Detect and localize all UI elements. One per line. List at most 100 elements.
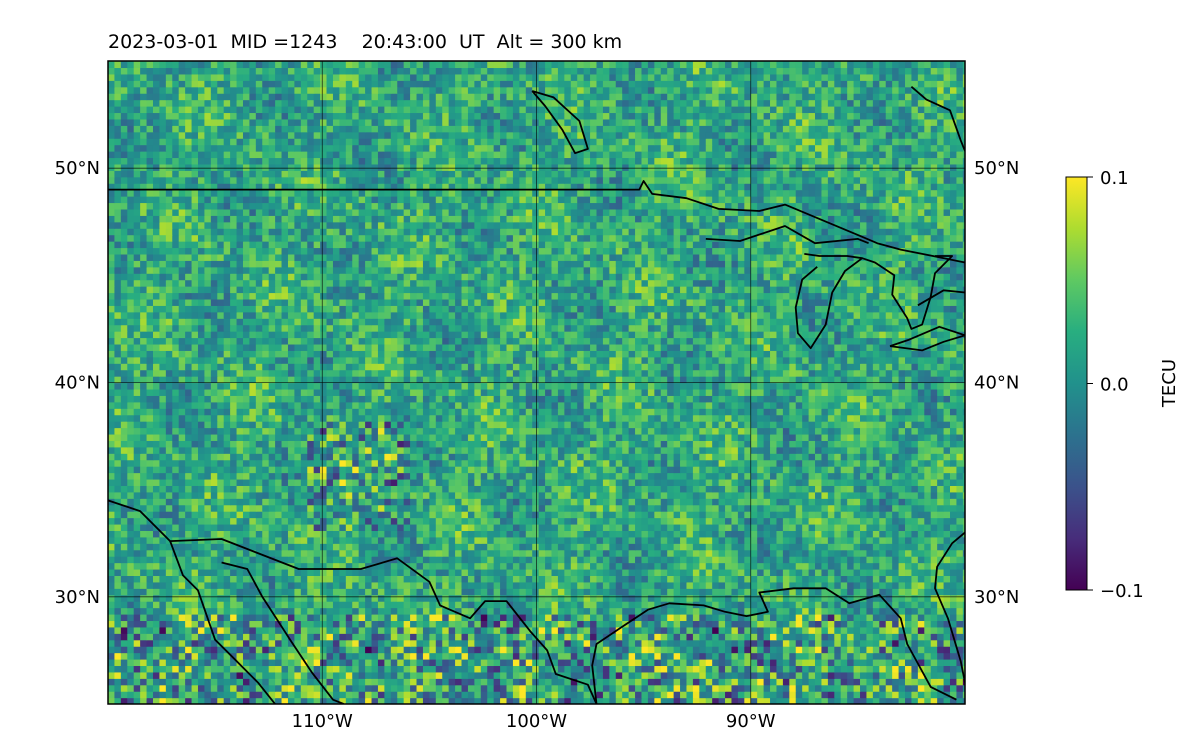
heatmap-cell — [294, 478, 302, 486]
heatmap-cell — [480, 530, 488, 538]
heatmap-cell — [172, 658, 180, 667]
heatmap-cell — [821, 536, 829, 544]
heatmap-cell — [885, 543, 893, 551]
heatmap-cell — [506, 594, 514, 602]
heatmap-cell — [114, 633, 122, 641]
heatmap-cell — [596, 498, 604, 506]
heatmap-cell — [673, 511, 681, 519]
heatmap-cell — [789, 658, 797, 667]
heatmap-cell — [230, 568, 238, 576]
heatmap-cell — [185, 568, 193, 576]
heatmap-cell — [911, 626, 919, 634]
heatmap-cell — [551, 633, 559, 641]
heatmap-cell — [326, 671, 334, 679]
heatmap-cell — [789, 536, 797, 544]
heatmap-cell — [108, 658, 116, 667]
heatmap-cell — [410, 633, 418, 641]
heatmap-cell — [962, 646, 965, 654]
heatmap-cell — [847, 678, 855, 686]
heatmap-cell — [692, 607, 700, 615]
heatmap-cell — [622, 543, 630, 551]
heatmap-cell — [152, 678, 161, 686]
heatmap-cell — [647, 530, 655, 538]
heatmap-cell — [294, 588, 302, 596]
heatmap-cell — [217, 530, 225, 538]
heatmap-cell — [204, 543, 212, 551]
heatmap-cell — [898, 652, 906, 660]
heatmap-cell — [667, 485, 675, 493]
heatmap-cell — [435, 639, 443, 647]
heatmap-cell — [538, 581, 546, 589]
heatmap-cell — [577, 498, 585, 506]
heatmap-cell — [557, 536, 565, 544]
heatmap-cell — [249, 620, 257, 628]
heatmap-cell — [885, 466, 893, 474]
heatmap-cell — [294, 459, 302, 467]
heatmap-cell — [898, 549, 906, 557]
heatmap-cell — [962, 466, 965, 474]
heatmap-cell — [352, 581, 360, 589]
heatmap-cell — [917, 472, 925, 480]
heatmap-cell — [590, 697, 598, 704]
heatmap-cell — [512, 684, 520, 692]
heatmap-cell — [403, 665, 411, 673]
heatmap-cell — [885, 568, 893, 576]
heatmap-cell — [905, 626, 913, 634]
heatmap-cell — [557, 511, 565, 519]
heatmap-cell — [718, 498, 726, 506]
heatmap-cell — [879, 562, 887, 570]
heatmap-cell — [455, 652, 463, 660]
heatmap-cell — [905, 684, 913, 692]
heatmap-cell — [962, 658, 965, 667]
heatmap-cell — [647, 697, 655, 704]
heatmap-cell — [480, 466, 488, 474]
heatmap-cell — [230, 646, 238, 654]
heatmap-cell — [834, 478, 842, 486]
heatmap-cell — [802, 613, 810, 622]
heatmap-cell — [448, 562, 456, 570]
heatmap-cell — [358, 485, 366, 493]
heatmap-cell — [281, 594, 289, 602]
heatmap-cell — [320, 613, 328, 622]
heatmap-cell — [455, 498, 463, 506]
heatmap-cell — [892, 646, 900, 654]
heatmap-cell — [178, 523, 186, 531]
heatmap-cell — [397, 466, 405, 474]
heatmap-cell — [609, 556, 617, 564]
heatmap-cell — [705, 613, 713, 622]
heatmap-cell — [287, 671, 295, 679]
heatmap-cell — [191, 491, 199, 499]
heatmap-cell — [255, 626, 263, 634]
heatmap-cell — [249, 511, 257, 519]
heatmap-cell — [390, 594, 398, 602]
heatmap-cell — [397, 543, 405, 551]
heatmap-cell — [236, 523, 244, 531]
heatmap-cell — [294, 658, 302, 667]
heatmap-cell — [429, 633, 437, 641]
heatmap-cell — [673, 478, 681, 486]
heatmap-cell — [532, 691, 540, 699]
heatmap-cell — [770, 665, 778, 673]
heatmap-cell — [262, 491, 270, 499]
heatmap-cell — [377, 671, 385, 679]
heatmap-cell — [352, 594, 360, 602]
heatmap-cell — [320, 658, 328, 667]
heatmap-cell — [197, 530, 206, 538]
heatmap-cell — [686, 556, 694, 564]
heatmap-cell — [840, 543, 848, 551]
heatmap-cell — [197, 671, 206, 679]
heatmap-cell — [815, 517, 823, 525]
heatmap-cell — [911, 639, 919, 647]
heatmap-cell — [358, 594, 366, 602]
heatmap-cell — [879, 498, 887, 506]
heatmap-cell — [930, 575, 938, 583]
heatmap-cell — [377, 620, 385, 628]
heatmap-cell — [255, 646, 263, 654]
heatmap-cell — [847, 697, 855, 704]
heatmap-cell — [294, 620, 302, 628]
heatmap-cell — [538, 691, 546, 699]
heatmap-cell — [840, 626, 848, 634]
heatmap-cell — [429, 684, 437, 692]
heatmap-cell — [313, 626, 321, 634]
heatmap-cell — [223, 691, 231, 699]
